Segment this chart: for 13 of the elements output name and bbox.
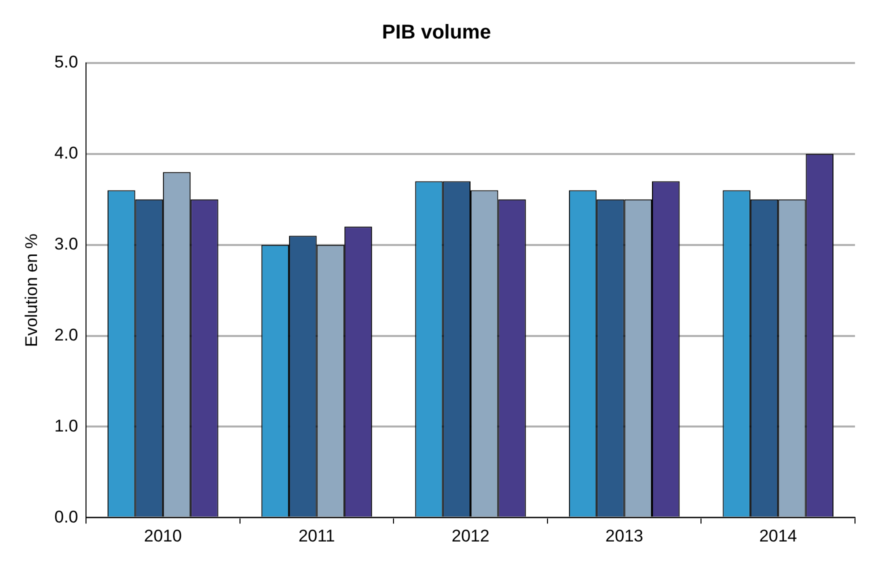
chart-title: PIB volume [382,22,491,44]
x-tick-label: 2010 [144,526,182,546]
y-tick-label: 2.0 [54,325,78,344]
x-tick-label: 2011 [298,526,336,546]
y-tick-label: 5.0 [54,52,78,72]
y-axis-title: Evolution en % [22,234,41,348]
y-tick-label: 1.0 [54,416,78,436]
x-tick-label: 2014 [759,526,798,546]
x-tick-label: 2013 [605,526,644,546]
y-tick-label: 0.0 [54,507,78,526]
x-tick-label: 2012 [452,526,490,546]
y-tick-label: 3.0 [54,234,78,254]
y-tick-label: 4.0 [54,144,78,163]
